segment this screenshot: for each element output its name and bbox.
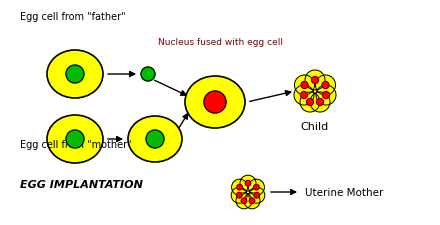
Ellipse shape — [47, 51, 103, 99]
Circle shape — [66, 130, 84, 148]
Circle shape — [307, 99, 313, 106]
Circle shape — [305, 71, 325, 91]
Circle shape — [146, 130, 164, 148]
Ellipse shape — [128, 117, 182, 162]
Circle shape — [300, 93, 320, 112]
Ellipse shape — [185, 77, 245, 128]
Circle shape — [322, 82, 329, 89]
Circle shape — [301, 92, 308, 99]
Circle shape — [316, 86, 336, 106]
Circle shape — [236, 193, 252, 209]
Circle shape — [204, 92, 226, 113]
Circle shape — [294, 86, 314, 106]
Circle shape — [323, 92, 330, 99]
Circle shape — [236, 193, 242, 198]
Text: Uterine Mother: Uterine Mother — [305, 187, 383, 197]
Circle shape — [237, 184, 242, 190]
Text: Nucleus fused with egg cell: Nucleus fused with egg cell — [158, 38, 283, 47]
Text: Egg cell from "mother": Egg cell from "mother" — [20, 139, 132, 149]
Circle shape — [249, 187, 265, 203]
Circle shape — [240, 176, 256, 191]
Ellipse shape — [47, 115, 103, 163]
Circle shape — [241, 198, 247, 204]
Circle shape — [141, 68, 155, 82]
Circle shape — [301, 82, 308, 89]
Text: Egg cell from "father": Egg cell from "father" — [20, 12, 126, 22]
Circle shape — [249, 179, 264, 195]
Circle shape — [244, 193, 260, 209]
Circle shape — [315, 76, 335, 96]
Text: Child: Child — [300, 122, 328, 131]
Circle shape — [294, 76, 315, 96]
Circle shape — [310, 93, 330, 112]
Circle shape — [249, 198, 255, 204]
Circle shape — [312, 77, 319, 84]
Circle shape — [245, 181, 251, 186]
Circle shape — [66, 66, 84, 84]
Circle shape — [231, 187, 247, 203]
Circle shape — [254, 193, 260, 198]
Circle shape — [253, 184, 259, 190]
Text: EGG IMPLANTATION: EGG IMPLANTATION — [20, 179, 143, 189]
Circle shape — [231, 179, 248, 195]
Circle shape — [316, 99, 323, 106]
